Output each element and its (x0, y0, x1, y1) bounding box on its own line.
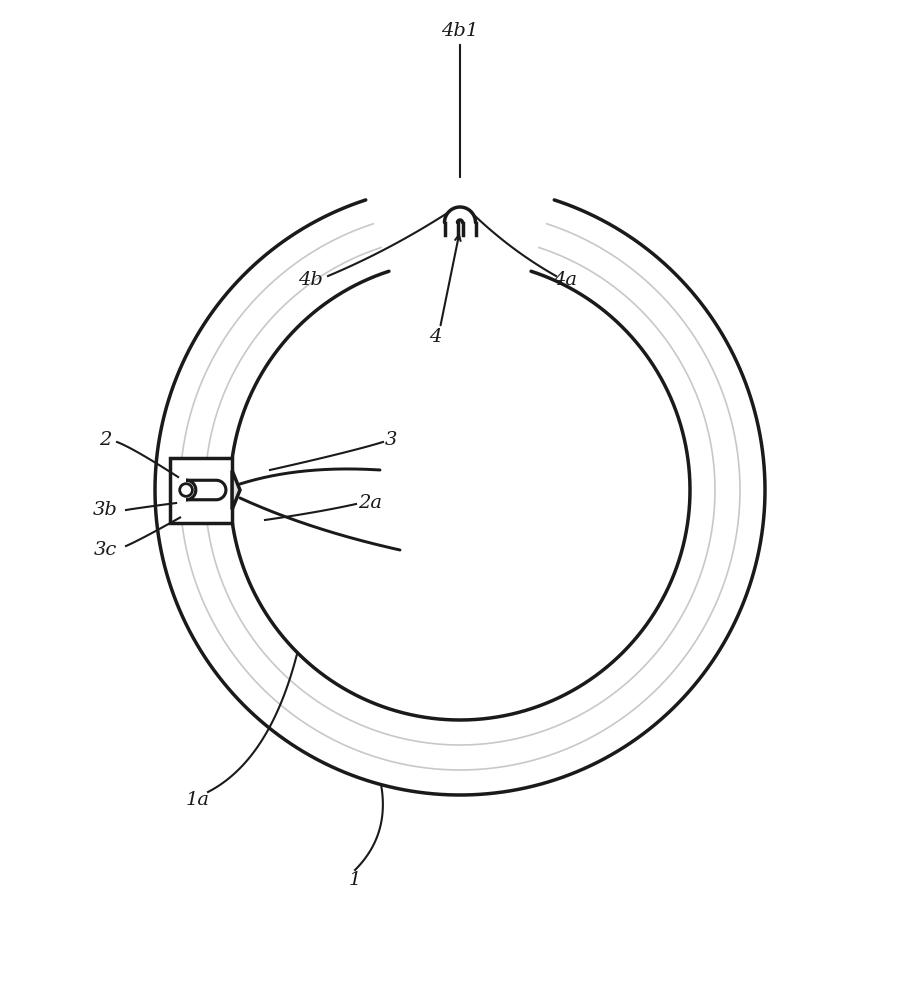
Polygon shape (445, 207, 475, 223)
Text: 4: 4 (429, 328, 441, 346)
Polygon shape (170, 458, 232, 522)
Text: 3: 3 (385, 431, 397, 449)
Text: 3b: 3b (92, 501, 118, 519)
Circle shape (179, 484, 192, 496)
Polygon shape (232, 471, 240, 510)
Text: 4b: 4b (298, 271, 322, 289)
Text: 3c: 3c (93, 541, 117, 559)
Text: 1a: 1a (186, 791, 210, 809)
Text: 1: 1 (349, 871, 361, 889)
Text: 4b1: 4b1 (441, 22, 479, 40)
Polygon shape (186, 480, 226, 500)
Text: 2: 2 (99, 431, 111, 449)
Text: 4a: 4a (553, 271, 577, 289)
Text: 2a: 2a (358, 494, 382, 512)
